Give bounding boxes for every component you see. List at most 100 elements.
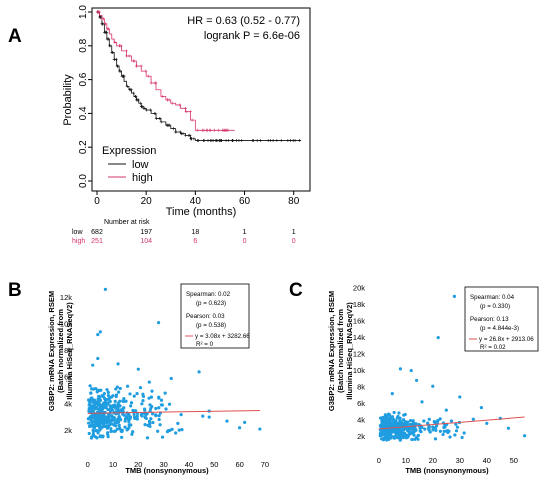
scatter-c-y-title-line3: Illumina HiSeq_RNASeqV2)	[345, 302, 354, 400]
scB-point-323	[92, 423, 96, 427]
scB-point-202	[135, 414, 139, 418]
scB-y-tick-label-1: 4k	[64, 399, 72, 408]
scB-point-317	[149, 417, 153, 421]
scB-point-156	[127, 426, 131, 430]
scB-point-87	[87, 421, 91, 425]
scC-outlier-6	[390, 392, 394, 396]
scB-y-tick-label-5: 12k	[60, 293, 72, 302]
scB-point-10	[123, 425, 127, 429]
scB-point-394	[94, 407, 98, 411]
km-censor-low-72	[110, 51, 114, 55]
scB-point-275	[99, 388, 103, 392]
scB-point-44	[176, 421, 180, 425]
km-censor-low-110	[268, 138, 272, 142]
km-y-tick-label-5: 1.0	[78, 5, 89, 19]
km-censor-low-114	[231, 138, 235, 142]
km-legend-low-label: low	[132, 159, 149, 171]
km-x-tick-label-4: 80	[288, 196, 300, 207]
scatter-b-points	[86, 287, 262, 440]
scC-point-139	[441, 432, 445, 437]
scB-point-374	[101, 406, 105, 411]
scB-outlier-8	[169, 376, 173, 381]
km-censor-low-112	[174, 130, 178, 134]
scC-point-339	[431, 425, 435, 429]
km-censor-high-34	[153, 81, 157, 85]
scB-x-tick-label-7: 70	[261, 460, 269, 469]
km-x-tick-label-2: 40	[190, 196, 202, 207]
scC-point-64	[410, 437, 414, 442]
risk-row-high-label: high	[72, 238, 85, 245]
km-censor-low-10	[234, 138, 238, 142]
scC-y-tick-label-5: 12k	[353, 350, 365, 359]
scatter-c-r-squared: R² = 0.02	[480, 344, 506, 351]
km-censor-high-45	[106, 27, 110, 31]
scC-point-373	[387, 424, 392, 428]
scB-outlier-13	[207, 415, 211, 419]
km-censor-high-14	[170, 101, 174, 105]
scC-y-tick-label-1: 4k	[357, 416, 365, 425]
scC-outlier-7	[458, 395, 462, 399]
scC-point-251	[383, 413, 387, 417]
scB-point-342	[201, 414, 205, 418]
scB-point-79	[134, 409, 138, 413]
km-censor-high-35	[135, 64, 139, 68]
km-censor-low-41	[259, 138, 263, 142]
scB-outlier-7	[116, 362, 120, 366]
scC-point-6	[448, 435, 452, 439]
scB-point-398	[87, 399, 91, 403]
scB-point-321	[148, 403, 152, 407]
scC-point-269	[414, 436, 418, 440]
km-censor-low-46	[154, 116, 158, 120]
scB-point-389	[103, 424, 107, 429]
scB-point-356	[94, 387, 98, 391]
scC-point-378	[399, 421, 403, 425]
scB-point-249	[180, 428, 184, 432]
scB-point-269	[111, 394, 115, 398]
km-censor-low-116	[220, 138, 224, 142]
scB-point-176	[154, 413, 158, 417]
scB-point-105	[121, 399, 125, 403]
scC-point-318	[462, 431, 466, 435]
scB-outlier-0	[103, 287, 107, 291]
scB-x-tick-label-5: 50	[210, 460, 218, 469]
scB-point-306	[157, 414, 161, 418]
scB-point-305	[108, 404, 112, 408]
scB-point-351	[147, 396, 151, 400]
scB-point-390	[128, 423, 132, 427]
km-censor-low-49	[145, 108, 149, 112]
scC-y-tick-label-7: 16k	[353, 317, 365, 326]
km-censor-low-108	[158, 116, 162, 120]
scB-point-143	[97, 408, 101, 412]
scB-point-50	[125, 428, 129, 432]
km-censor-low-82	[237, 138, 241, 142]
km-censor-high-2	[178, 103, 182, 107]
scB-point-355	[124, 399, 128, 403]
km-censor-low-106	[167, 123, 171, 127]
scC-point-303	[442, 429, 446, 433]
scB-point-214	[97, 394, 101, 398]
scB-point-386	[99, 409, 104, 413]
scC-point-352	[412, 433, 416, 437]
scB-point-409	[144, 416, 148, 421]
scC-point-178	[435, 424, 439, 428]
scB-point-101	[106, 394, 111, 398]
scB-point-178	[87, 431, 91, 436]
km-y-tick-label-2: 0.4	[78, 106, 89, 120]
km-censor-high-52	[132, 59, 136, 63]
km-censor-high-48	[221, 128, 225, 132]
km-censor-low-111	[192, 137, 196, 141]
scB-point-407	[94, 413, 98, 417]
scB-point-353	[149, 407, 153, 411]
scB-point-414	[91, 429, 96, 434]
panel-letter-b: B	[8, 280, 22, 301]
km-censor-high-5	[124, 49, 128, 53]
scatter-b-pearson: Pearson: 0.03	[186, 313, 225, 320]
scatter-c-y-ticks: 2k 4k 6k 8k 10k 12k 14k 16k 18k 20k	[353, 284, 365, 441]
km-censor-low-43	[279, 138, 283, 142]
scB-point-369	[179, 413, 183, 417]
km-y-tick-label-4: 0.8	[78, 38, 89, 52]
scB-point-376	[127, 414, 131, 418]
scC-y-tick-label-9: 20k	[353, 284, 365, 293]
scB-point-86	[150, 412, 155, 416]
scC-outlier-14	[471, 417, 475, 421]
